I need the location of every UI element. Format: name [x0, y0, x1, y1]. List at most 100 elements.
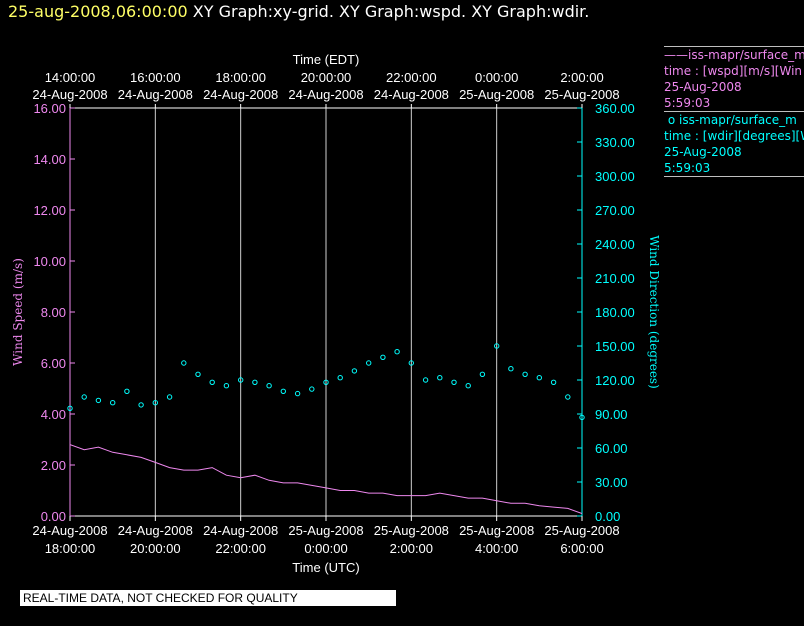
- wind-direction-point: [437, 375, 443, 381]
- wind-direction-point: [124, 388, 130, 394]
- wind-direction-point: [351, 368, 358, 374]
- legend-variable: time : [wdir][degrees][W: [664, 129, 804, 143]
- y-left-axis-label: Wind Speed (m/s): [11, 258, 25, 366]
- y-right-tick-label: 90.00: [595, 407, 628, 422]
- wind-direction-point: [67, 405, 73, 411]
- wind-direction-point: [195, 371, 201, 377]
- wind-direction-point: [95, 397, 102, 404]
- wind-direction-point: [550, 379, 557, 385]
- x-bottom-tick-time: 18:00:00: [45, 541, 96, 556]
- y-right-tick-label: 180.00: [595, 305, 635, 320]
- wind-direction-point: [138, 402, 144, 408]
- wind-direction-point: [280, 388, 286, 394]
- legend-source: iss-mapr/surface_m: [679, 113, 797, 127]
- y-right-tick-label: 330.00: [595, 135, 635, 150]
- wind-direction-point: [494, 343, 500, 349]
- y-left-tick-label: 0.00: [41, 509, 66, 524]
- legend-time: 5:59:03: [664, 96, 711, 110]
- y-left-tick-label: 2.00: [41, 458, 66, 473]
- x-top-tick-date: 24-Aug-2008: [203, 87, 278, 102]
- x-top-tick-time: 22:00:00: [386, 70, 437, 85]
- x-bottom-axis-label: Time (UTC): [292, 560, 359, 575]
- header-title: 25-aug-2008,06:00:00 XY Graph:xy-grid. X…: [8, 2, 798, 26]
- wind-direction-point: [565, 394, 571, 400]
- header-datetime: 25-aug-2008,06:00:00: [8, 2, 188, 21]
- x-top-tick-date: 25-Aug-2008: [459, 87, 534, 102]
- wind-direction-point: [408, 360, 414, 366]
- x-top-tick-time: 2:00:00: [560, 70, 603, 85]
- wind-direction-point: [181, 360, 187, 366]
- legend: ——iss-mapr/surface_m time : [wspd][m/s][…: [664, 46, 804, 194]
- wind-direction-point: [209, 379, 215, 385]
- wind-direction-point: [223, 383, 230, 389]
- x-bottom-tick-date: 25-Aug-2008: [459, 523, 534, 538]
- wind-direction-point: [579, 414, 585, 421]
- wind-direction-point: [252, 379, 258, 385]
- y-right-axis-label: Wind Direction (degrees): [647, 235, 661, 389]
- legend-entry-wspd: ——iss-mapr/surface_m: [664, 47, 804, 63]
- x-top-tick-time: 0:00:00: [475, 70, 518, 85]
- x-top-tick-date: 25-Aug-2008: [544, 87, 619, 102]
- wind-direction-point: [508, 366, 514, 372]
- legend-variable: time : [wspd][m/s][Win: [664, 64, 803, 78]
- x-bottom-tick-time: 20:00:00: [130, 541, 181, 556]
- y-left-tick-label: 4.00: [41, 407, 66, 422]
- wind-direction-point: [266, 383, 272, 389]
- y-right-tick-label: 360.00: [595, 101, 635, 116]
- wind-direction-point: [394, 349, 400, 355]
- legend-source: iss-mapr/surface_m: [688, 48, 804, 62]
- wind-speed-series-line: [70, 444, 582, 514]
- legend-date: 25-Aug-2008: [664, 145, 742, 159]
- wind-direction-point: [536, 375, 542, 381]
- x-bottom-tick-time: 22:00:00: [215, 541, 266, 556]
- x-top-tick-date: 24-Aug-2008: [118, 87, 193, 102]
- wind-direction-point: [366, 360, 372, 366]
- y-left-tick-label: 10.00: [33, 254, 66, 269]
- wind-direction-point: [380, 354, 386, 360]
- wind-direction-point: [81, 394, 87, 400]
- x-top-axis-label: Time (EDT): [293, 52, 360, 67]
- wind-direction-point: [166, 394, 173, 400]
- legend-divider: [664, 111, 804, 112]
- y-right-tick-label: 210.00: [595, 271, 635, 286]
- x-top-tick-date: 24-Aug-2008: [32, 87, 107, 102]
- x-bottom-tick-date: 24-Aug-2008: [118, 523, 193, 538]
- wind-direction-point: [479, 371, 486, 377]
- header-graphs: XY Graph:xy-grid. XY Graph:wspd. XY Grap…: [192, 2, 590, 21]
- wind-direction-point: [309, 386, 315, 392]
- x-bottom-tick-date: 24-Aug-2008: [203, 523, 278, 538]
- x-top-tick-time: 16:00:00: [130, 70, 181, 85]
- wind-direction-point: [238, 377, 244, 383]
- legend-entry-wdir: o iss-mapr/surface_m: [664, 112, 804, 128]
- y-right-tick-label: 60.00: [595, 441, 628, 456]
- wind-direction-point: [337, 375, 343, 381]
- y-right-tick-label: 120.00: [595, 373, 635, 388]
- y-left-tick-label: 8.00: [41, 305, 66, 320]
- y-left-tick-label: 12.00: [33, 203, 66, 218]
- legend-time: 5:59:03: [664, 161, 711, 175]
- y-right-tick-label: 30.00: [595, 475, 628, 490]
- y-right-tick-label: 240.00: [595, 237, 635, 252]
- wind-direction-point: [522, 371, 528, 377]
- legend-line-icon: ——: [664, 48, 688, 62]
- x-bottom-tick-time: 6:00:00: [560, 541, 603, 556]
- y-right-tick-label: 300.00: [595, 169, 635, 184]
- y-right-tick-label: 270.00: [595, 203, 635, 218]
- quality-disclaimer: REAL-TIME DATA, NOT CHECKED FOR QUALITY: [20, 590, 396, 606]
- y-right-tick-label: 0.00: [595, 509, 620, 524]
- wind-direction-point: [152, 400, 159, 406]
- x-top-tick-date: 24-Aug-2008: [288, 87, 363, 102]
- x-bottom-tick-time: 0:00:00: [304, 541, 347, 556]
- x-top-tick-date: 24-Aug-2008: [374, 87, 449, 102]
- x-bottom-tick-date: 24-Aug-2008: [32, 523, 107, 538]
- x-top-tick-time: 18:00:00: [215, 70, 266, 85]
- legend-divider: [664, 176, 804, 177]
- legend-circle-icon: o: [667, 113, 676, 127]
- legend-divider: [664, 46, 804, 47]
- y-left-tick-label: 14.00: [33, 152, 66, 167]
- x-bottom-tick-date: 25-Aug-2008: [288, 523, 363, 538]
- x-top-tick-time: 14:00:00: [45, 70, 96, 85]
- y-left-tick-label: 16.00: [33, 101, 66, 116]
- wind-direction-point: [323, 379, 329, 385]
